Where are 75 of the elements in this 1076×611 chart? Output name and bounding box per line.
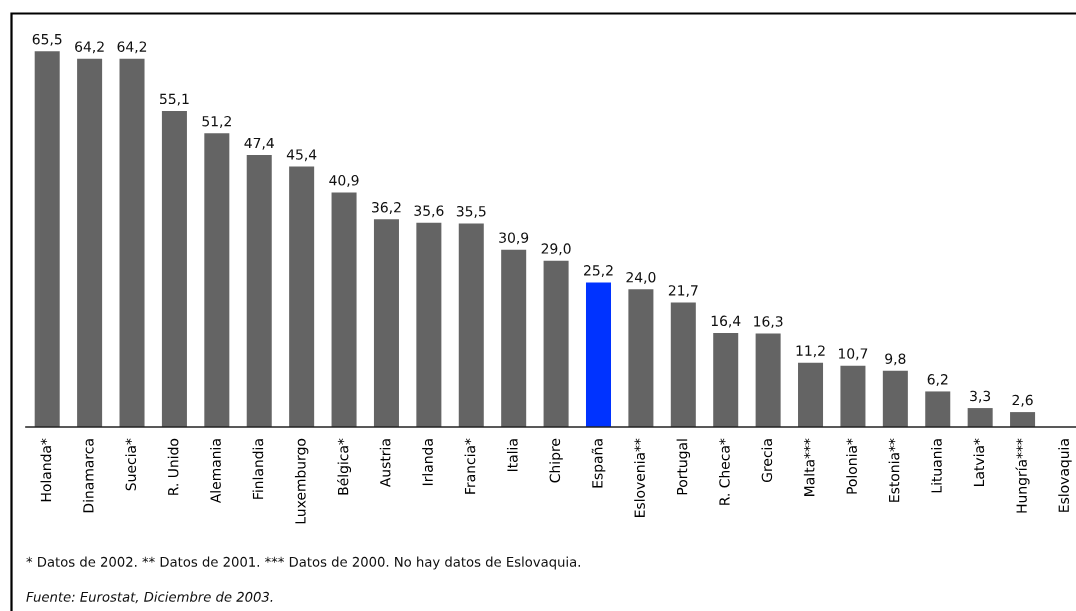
data-label: 36,2 (372, 202, 401, 214)
data-label: 11,2 (796, 345, 825, 358)
x-tick-label: Finlandia (252, 439, 264, 499)
x-tick-label: Irlanda (422, 439, 433, 486)
x-tick-label: Portugal (676, 439, 691, 495)
data-label: 35,6 (414, 205, 444, 218)
x-tick-label: Dinamarca (82, 439, 94, 513)
x-tick-label: Bélgica* (337, 438, 352, 495)
bar (585, 282, 612, 427)
data-label: 47,4 (244, 137, 274, 150)
x-tick-label: Grecia (761, 439, 773, 483)
bar (289, 166, 315, 427)
x-tick-label: Hungría*** (1015, 438, 1030, 513)
bar (967, 408, 993, 427)
x-tick-label: Estonia** (888, 438, 900, 502)
data-label: 55,1 (160, 93, 189, 106)
x-tick-label: Lituania (931, 439, 942, 493)
x-tick-label: Francia* (464, 438, 476, 494)
data-label: 65,5 (32, 33, 62, 46)
data-label: 16,3 (754, 316, 783, 329)
bar (161, 110, 187, 427)
bar (628, 289, 654, 427)
data-label: 2,6 (1012, 394, 1033, 407)
bar (331, 192, 357, 427)
data-label: 64,2 (75, 41, 104, 54)
bar (373, 219, 399, 427)
data-label: 6,2 (927, 374, 948, 386)
bar (501, 249, 527, 427)
data-label: 16,4 (711, 315, 741, 328)
bar (458, 223, 484, 427)
x-tick-label: Malta*** (803, 438, 815, 496)
x-tick-label: Chipre (549, 438, 563, 483)
bar (925, 391, 951, 427)
x-tick-label: R. Unido (167, 438, 179, 495)
data-label: 29,0 (541, 243, 571, 256)
data-label: 9,8 (885, 353, 906, 366)
data-label: 25,2 (584, 265, 613, 278)
bar (543, 260, 569, 427)
bar (670, 302, 696, 427)
bar (840, 365, 866, 427)
bar (119, 58, 145, 427)
bar (34, 51, 60, 427)
source-note: Fuente: Eurostat, Diciembre de 2003. (26, 591, 273, 604)
x-tick-label: España (591, 439, 606, 488)
bar (204, 133, 230, 427)
data-label: 51,2 (202, 115, 231, 128)
data-label: 30,9 (499, 232, 529, 245)
bar (77, 58, 103, 427)
x-tick-label: Holanda* (40, 438, 52, 502)
x-tick-label: Latvia* (973, 438, 985, 486)
x-tick-label: Polonia* (846, 438, 857, 494)
data-label: 21,7 (668, 285, 698, 298)
data-label: 45,4 (286, 149, 317, 162)
data-label: 35,5 (456, 206, 486, 218)
x-tick-label: R. Checa* (719, 438, 730, 505)
x-tick-label: Austria (379, 439, 391, 488)
data-label: 64,2 (117, 41, 147, 54)
data-label: 3,3 (970, 390, 991, 403)
bar (416, 222, 442, 427)
x-tick-label: Eslovenia** (634, 438, 645, 517)
bar (798, 362, 824, 427)
data-label: 40,9 (329, 175, 359, 187)
x-tick-label: Suecia* (125, 438, 137, 491)
bar (1010, 412, 1036, 427)
bar (713, 332, 739, 427)
data-label: 24,0 (626, 271, 656, 284)
x-tick-label: Alemania (210, 439, 221, 504)
x-tick-label: Italia (506, 439, 518, 472)
text: * Datos de 2002. ** Datos de 2001. *** Datos de 2000. No hay datos de Eslovaquia. (26, 556, 580, 570)
bar (246, 155, 272, 427)
data-label: 10,7 (839, 348, 868, 361)
x-tick-label: Luxemburgo (294, 438, 309, 524)
x-tick-label: Eslovaquia (1058, 439, 1072, 512)
bar (882, 370, 908, 427)
bar (755, 333, 781, 427)
